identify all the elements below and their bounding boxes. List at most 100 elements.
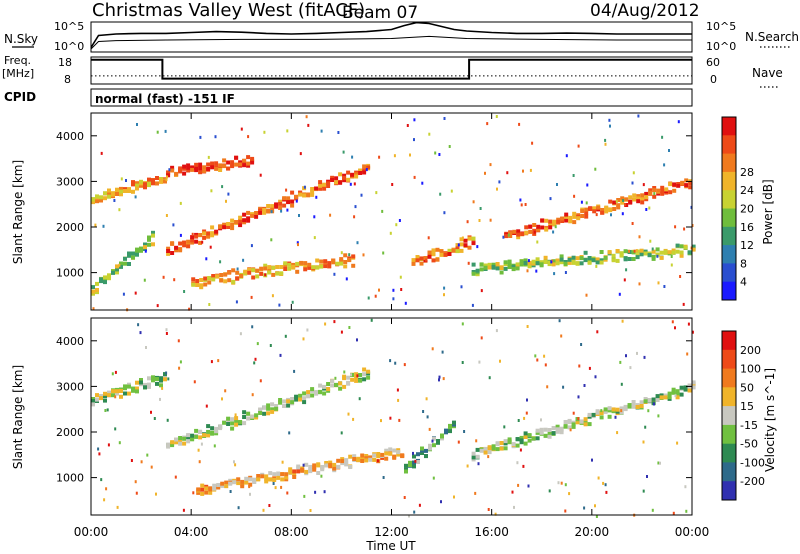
- heatmap-noise-cell: [557, 481, 560, 485]
- heatmap-cell: [352, 457, 357, 461]
- heatmap-noise-cell: [623, 278, 626, 282]
- heatmap-cell: [282, 404, 287, 408]
- heatmap-noise-cell: [207, 155, 210, 159]
- heatmap-noise-cell: [224, 389, 227, 393]
- heatmap-noise-cell: [235, 300, 238, 304]
- heatmap-cell: [266, 209, 271, 214]
- heatmap-cell: [295, 269, 300, 274]
- heatmap-cell: [599, 415, 604, 420]
- heatmap-noise-cell: [270, 238, 273, 242]
- heatmap-noise-cell: [479, 207, 482, 210]
- heatmap-cell: [539, 430, 544, 435]
- heatmap-noise-cell: [313, 236, 316, 240]
- heatmap-noise-cell: [392, 297, 395, 301]
- heatmap-cell: [212, 483, 217, 488]
- time-tick-label: 00:00: [675, 525, 710, 539]
- heatmap-cell: [479, 262, 484, 267]
- heatmap-cell: [432, 443, 436, 448]
- heatmap-noise-cell: [544, 363, 547, 367]
- heatmap-noise-cell: [188, 307, 191, 311]
- heatmap-cell: [119, 189, 123, 194]
- velocity-axes: 1000 2000 3000 4000: [56, 318, 693, 515]
- heatmap-cell: [346, 380, 351, 385]
- heatmap-noise-cell: [307, 123, 310, 127]
- heatmap-noise-cell: [674, 394, 677, 398]
- heatmap-cell: [354, 172, 359, 177]
- heatmap-cell: [543, 433, 548, 438]
- heatmap-cell: [318, 180, 323, 185]
- heatmap-noise-cell: [461, 322, 464, 326]
- heatmap-noise-cell: [487, 455, 490, 459]
- colorbar-swatch: [722, 190, 736, 209]
- heatmap-cell: [572, 214, 577, 219]
- heatmap-noise-cell: [519, 448, 522, 452]
- heatmap-cell: [135, 183, 139, 188]
- heatmap-noise-cell: [629, 366, 632, 370]
- heatmap-noise-cell: [389, 359, 392, 363]
- heatmap-noise-cell: [621, 319, 624, 323]
- heatmap-noise-cell: [164, 129, 167, 133]
- heatmap-cell: [218, 426, 223, 431]
- heatmap-noise-cell: [378, 155, 381, 159]
- heatmap-cell: [583, 250, 588, 255]
- heatmap-cell: [471, 262, 476, 267]
- heatmap-noise-cell: [412, 451, 414, 455]
- heatmap-cell: [620, 196, 625, 201]
- heatmap-noise-cell: [668, 149, 670, 152]
- heatmap-cell: [166, 170, 171, 175]
- heatmap-noise-cell: [139, 331, 142, 335]
- heatmap-cell: [99, 195, 103, 200]
- heatmap-cell: [182, 436, 187, 441]
- heatmap-cell: [159, 179, 163, 184]
- heatmap-noise-cell: [114, 395, 117, 399]
- heatmap-noise-cell: [113, 199, 116, 202]
- heatmap-cell: [314, 391, 319, 396]
- heatmap-noise-cell: [631, 181, 634, 185]
- heatmap-noise-cell: [663, 163, 666, 167]
- heatmap-cell: [190, 165, 195, 170]
- heatmap-noise-cell: [685, 509, 688, 513]
- colorbar-frame: [721, 330, 737, 501]
- heatmap-noise-cell: [687, 322, 690, 326]
- heatmap-cell: [159, 376, 163, 381]
- heatmap-cell: [315, 265, 320, 270]
- heatmap-cell: [226, 166, 231, 171]
- heatmap-cell: [103, 277, 107, 282]
- heatmap-cell: [254, 415, 259, 420]
- heatmap-cell: [432, 436, 436, 441]
- heatmap-noise-cell: [440, 500, 442, 504]
- heatmap-cell: [159, 383, 163, 388]
- heatmap-cell: [655, 252, 660, 257]
- heatmap-cell: [687, 388, 692, 393]
- heatmap-cell: [276, 475, 281, 480]
- heatmap-cell: [612, 207, 617, 211]
- heatmap-noise-cell: [522, 464, 525, 468]
- heatmap-cell: [220, 483, 225, 488]
- colorbar-tick-label: -100: [740, 456, 765, 469]
- heatmap-cell: [459, 237, 464, 242]
- heatmap-noise-cell: [499, 359, 501, 363]
- heatmap-cell: [214, 161, 219, 166]
- heatmap-noise-cell: [278, 303, 281, 307]
- heatmap-cell: [543, 255, 548, 260]
- heatmap-cell: [555, 424, 560, 429]
- heatmap-noise-cell: [234, 413, 237, 417]
- heatmap-noise-cell: [461, 361, 464, 364]
- heatmap-noise-cell: [550, 260, 553, 264]
- heatmap-cell: [286, 403, 291, 408]
- heatmap-noise-cell: [421, 181, 424, 185]
- heatmap-cell: [326, 387, 331, 391]
- y-tick-label: 3000: [56, 380, 84, 393]
- heatmap-cell: [246, 416, 251, 421]
- heatmap-cell: [340, 459, 345, 464]
- heatmap-cell: [448, 429, 452, 434]
- heatmap-noise-cell: [577, 395, 580, 399]
- heatmap-cell: [592, 209, 597, 214]
- heatmap-cell: [226, 225, 231, 229]
- heatmap-noise-cell: [198, 460, 201, 464]
- heatmap-cell: [282, 203, 287, 208]
- heatmap-cell: [170, 251, 175, 255]
- power-colorbar: 4 8 12 16 20 24 28: [721, 116, 754, 301]
- heatmap-cell: [595, 257, 600, 262]
- cpid-panel: [90, 88, 693, 107]
